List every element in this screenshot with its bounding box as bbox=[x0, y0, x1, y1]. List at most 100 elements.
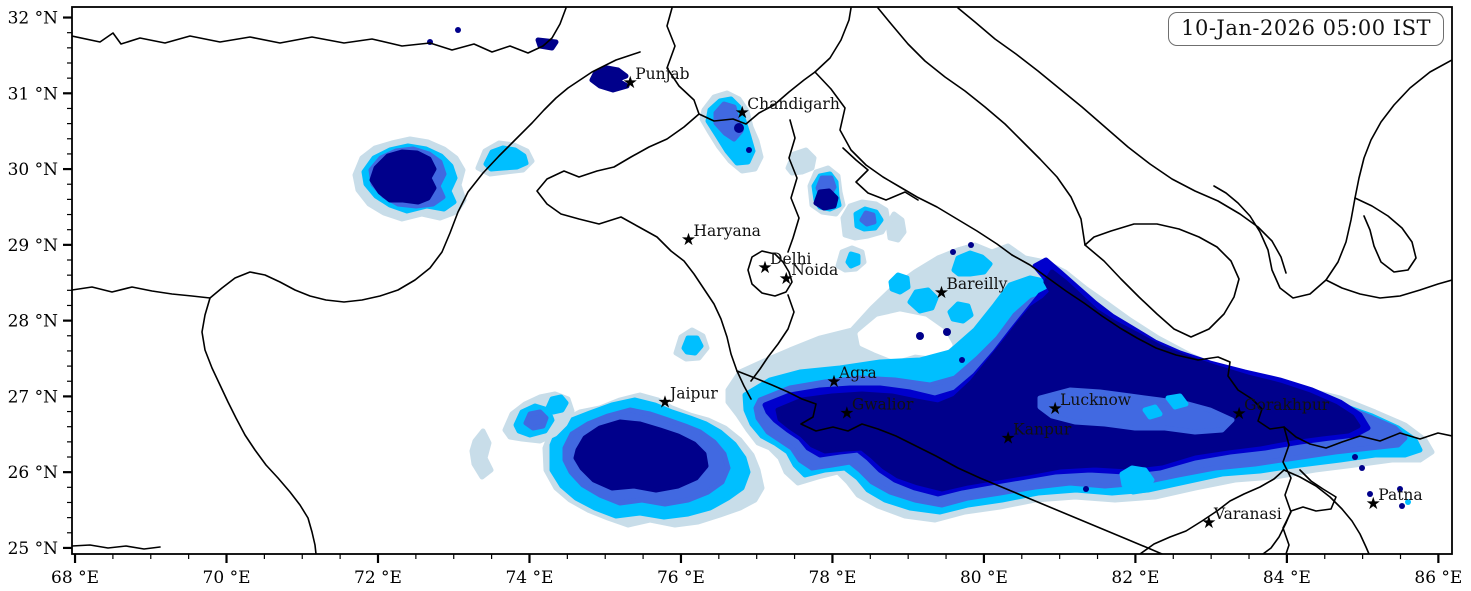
y-tick-label: 25 °N bbox=[8, 539, 59, 559]
x-tick-label: 68 °E bbox=[51, 568, 99, 588]
y-tick-label: 29 °N bbox=[8, 236, 59, 256]
map-layers bbox=[72, 7, 1452, 554]
city-star-icon: ★ bbox=[934, 283, 949, 303]
city-marker-jaipur: ★Jaipur bbox=[657, 385, 718, 413]
admin-boundary-line bbox=[1354, 197, 1417, 273]
city-marker-delhi: ★Delhi bbox=[757, 250, 811, 278]
city-star-icon: ★ bbox=[1001, 428, 1016, 448]
city-marker-lucknow: ★Lucknow bbox=[1047, 391, 1131, 419]
admin-boundary-line bbox=[877, 7, 1086, 246]
fog-region-dark bbox=[573, 419, 709, 493]
city-label: Patna bbox=[1378, 486, 1422, 504]
fog-region-royal bbox=[523, 409, 549, 431]
fog-dot-dark bbox=[746, 147, 752, 153]
y-tick-label: 30 °N bbox=[8, 160, 59, 180]
admin-boundary-line bbox=[787, 119, 800, 253]
city-marker-patna: ★Patna bbox=[1366, 486, 1423, 514]
fog-region-cyan bbox=[1119, 465, 1155, 495]
city-star-icon: ★ bbox=[779, 269, 794, 289]
fog-dot-dark bbox=[1359, 465, 1365, 471]
fog-region-cyan bbox=[483, 145, 529, 172]
fog-region-cyan bbox=[947, 301, 974, 324]
city-label: Varanasi bbox=[1213, 505, 1282, 523]
fog-region-dark bbox=[369, 149, 437, 205]
city-star-icon: ★ bbox=[839, 403, 854, 423]
city-label: Haryana bbox=[694, 222, 761, 240]
admin-boundary-line bbox=[1282, 426, 1292, 554]
city-label: Bareilly bbox=[947, 275, 1008, 293]
city-star-icon: ★ bbox=[735, 103, 750, 123]
fog-region-dark bbox=[813, 188, 839, 211]
x-tick-label: 86 °E bbox=[1414, 568, 1462, 588]
city-star-icon: ★ bbox=[1201, 513, 1216, 533]
admin-boundary-line bbox=[842, 147, 919, 201]
city-marker-punjab: ★Punjab bbox=[623, 65, 690, 93]
fog-dot-dark bbox=[734, 123, 744, 133]
city-star-icon: ★ bbox=[757, 258, 772, 278]
fog-region-cyan bbox=[1142, 404, 1163, 420]
fog-dot-dark bbox=[916, 332, 924, 340]
city-star-icon: ★ bbox=[1366, 494, 1381, 514]
admin-boundary-line bbox=[536, 113, 752, 400]
city-star-icon: ★ bbox=[1047, 399, 1062, 419]
city-label: Kanpur bbox=[1013, 420, 1072, 438]
city-marker-agra: ★Agra bbox=[826, 364, 876, 392]
admin-boundary-line bbox=[72, 286, 211, 299]
city-star-icon: ★ bbox=[826, 372, 841, 392]
fog-region-cyan bbox=[545, 394, 569, 415]
x-tick-label: 80 °E bbox=[960, 568, 1008, 588]
admin-boundary-line bbox=[1283, 469, 1370, 554]
fog-region-dark bbox=[589, 65, 630, 93]
fog-region-cyan bbox=[681, 335, 704, 356]
city-star-icon: ★ bbox=[623, 73, 638, 93]
city-star-icon: ★ bbox=[1232, 404, 1247, 424]
fog-dot-dark bbox=[943, 328, 951, 336]
city-marker-bareilly: ★Bareilly bbox=[934, 275, 1008, 303]
fog-dot-dark bbox=[1352, 454, 1358, 460]
admin-boundary-line bbox=[666, 7, 852, 125]
axes-layer: 68 °E 70 °E 72 °E 74 °E 76 °E 78 °E 80 °E 82 °E… bbox=[8, 9, 1463, 588]
city-label: Gwalior bbox=[852, 395, 914, 413]
city-marker-noida: ★Noida bbox=[779, 261, 839, 289]
admin-boundary-line bbox=[747, 250, 793, 297]
admin-boundary-line bbox=[201, 51, 641, 554]
fog-dot-dark bbox=[1399, 503, 1405, 509]
y-tick-label: 27 °N bbox=[8, 387, 59, 407]
city-star-icon: ★ bbox=[681, 230, 696, 250]
timestamp-badge: 10-Jan-2026 05:00 IST bbox=[1168, 12, 1444, 46]
city-marker-varanasi: ★Varanasi bbox=[1201, 505, 1281, 533]
admin-boundary-line bbox=[750, 294, 795, 382]
fog-region-light bbox=[785, 147, 817, 176]
x-tick-label: 82 °E bbox=[1111, 568, 1159, 588]
admin-boundary-line bbox=[72, 7, 567, 54]
y-tick-label: 28 °N bbox=[8, 312, 59, 332]
y-tick-label: 32 °N bbox=[8, 9, 59, 29]
boundary-lines-layer bbox=[72, 7, 1452, 554]
admin-boundary-line bbox=[1325, 279, 1452, 299]
city-marker-gorakhpur: ★Gorakhpur bbox=[1232, 396, 1330, 424]
plot-border bbox=[71, 6, 1453, 555]
fog-region-white bbox=[857, 311, 953, 361]
x-tick-label: 84 °E bbox=[1263, 568, 1311, 588]
fog-region-cyan bbox=[1165, 393, 1189, 410]
fog-region-cyan bbox=[845, 251, 861, 269]
admin-boundary-line bbox=[72, 544, 161, 550]
city-markers-layer: ★Punjab★Chandigarh★Haryana★Delhi★Noida★B… bbox=[623, 65, 1423, 533]
admin-boundary-line bbox=[1011, 254, 1452, 449]
city-star-icon: ★ bbox=[657, 393, 672, 413]
fog-region-royal bbox=[1037, 387, 1235, 435]
fog-region-cyan bbox=[888, 272, 911, 295]
fog-dot-dark bbox=[959, 357, 965, 363]
admin-boundary-line bbox=[1084, 223, 1240, 338]
city-marker-gwalior: ★Gwalior bbox=[839, 395, 914, 423]
admin-boundary-line bbox=[1213, 59, 1452, 299]
city-label: Noida bbox=[791, 261, 838, 279]
fog-dot-dark bbox=[950, 249, 956, 255]
fog-shading-layer bbox=[352, 27, 1435, 528]
fog-region-royal bbox=[859, 210, 877, 227]
city-marker-chandigarh: ★Chandigarh bbox=[735, 95, 840, 123]
fog-region-dark bbox=[775, 269, 1361, 492]
x-tick-label: 76 °E bbox=[657, 568, 705, 588]
